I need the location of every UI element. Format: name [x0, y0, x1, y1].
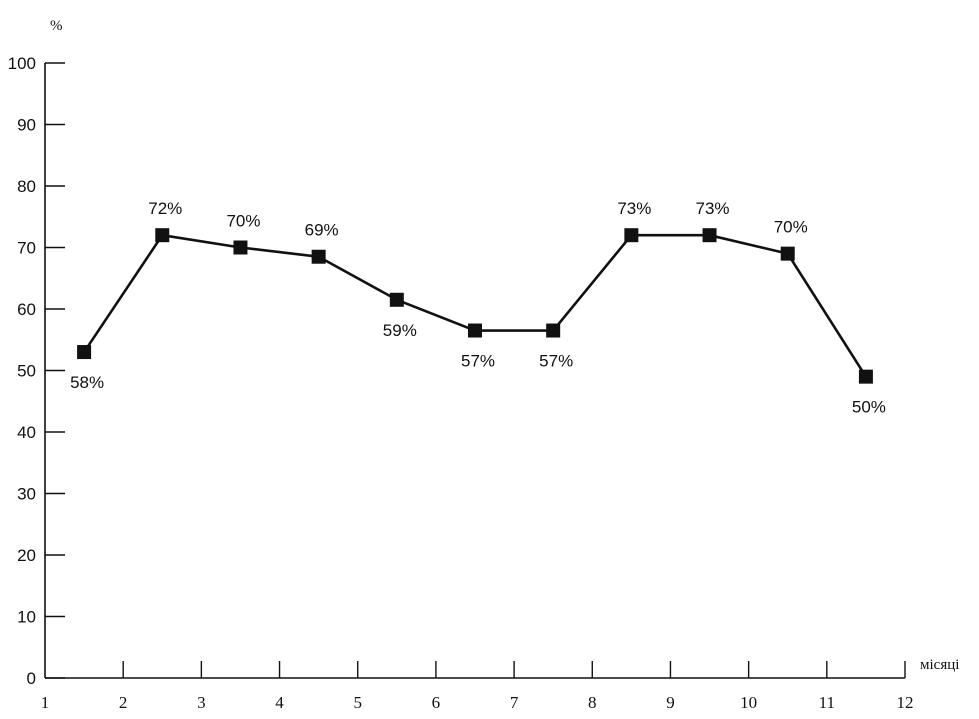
y-tick-label: 50: [17, 362, 36, 381]
y-tick-label: 90: [17, 116, 36, 135]
data-label: 69%: [305, 221, 339, 240]
x-tick-label: 8: [588, 693, 597, 712]
y-tick-label: 10: [17, 608, 36, 627]
x-tick-label: 12: [897, 693, 914, 712]
data-label: 72%: [148, 199, 182, 218]
data-label: 70%: [226, 212, 260, 231]
x-tick-label: 1: [41, 693, 50, 712]
data-point-marker: [702, 228, 717, 243]
data-label: 57%: [539, 352, 573, 371]
data-point-marker: [858, 369, 873, 384]
data-label: 59%: [383, 321, 417, 340]
y-axis-unit-label: %: [50, 18, 63, 34]
data-label: 73%: [617, 199, 651, 218]
data-label: 57%: [461, 352, 495, 371]
y-tick-label: 100: [8, 54, 36, 73]
y-tick-label: 40: [17, 423, 36, 442]
x-tick-label: 2: [119, 693, 128, 712]
data-label: 58%: [70, 373, 104, 392]
x-tick-label: 9: [666, 693, 675, 712]
data-point-marker: [389, 292, 404, 307]
x-tick-label: 3: [197, 693, 206, 712]
x-tick-label: 10: [740, 693, 757, 712]
x-axis-label: місяці: [920, 657, 959, 673]
y-tick-label: 80: [17, 177, 36, 196]
data-point-marker: [77, 345, 92, 360]
y-tick-label: 0: [27, 669, 36, 688]
x-tick-label: 11: [819, 693, 835, 712]
series-marks: 58% 72% 70% 69% 59% 57% 57% 73% 73% 70% 50%: [70, 199, 886, 416]
x-tick-label: 5: [353, 693, 362, 712]
data-label: 70%: [774, 218, 808, 237]
y-tick-label: 70: [17, 239, 36, 258]
data-point-marker: [780, 246, 795, 261]
y-tick-label: 20: [17, 546, 36, 565]
data-point-marker: [155, 228, 170, 243]
data-label: 50%: [852, 398, 886, 417]
data-point-marker: [546, 323, 561, 338]
y-tick-label: 60: [17, 300, 36, 319]
data-point-marker: [624, 228, 639, 243]
y-tick-label: 30: [17, 485, 36, 504]
data-point-marker: [468, 323, 482, 338]
x-tick-label: 6: [432, 693, 441, 712]
x-tick-label: 7: [510, 693, 519, 712]
data-point-marker: [233, 240, 248, 255]
data-point-marker: [311, 249, 326, 264]
x-tick-label: 4: [275, 693, 284, 712]
data-label: 73%: [696, 199, 730, 218]
